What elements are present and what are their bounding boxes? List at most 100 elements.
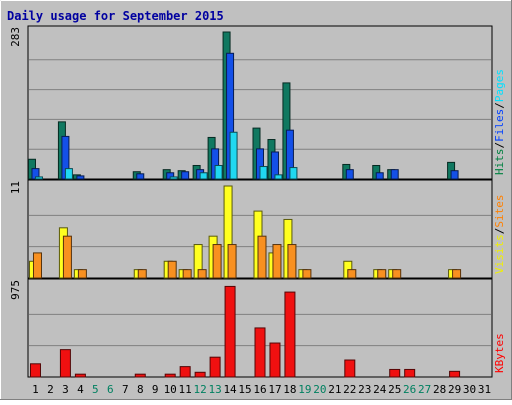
x-tick-label-18: 18 xyxy=(283,383,296,396)
side-legend: Hits/Files/Pages xyxy=(493,69,506,175)
x-tick-label-26: 26 xyxy=(403,383,416,396)
x-tick-label-3: 3 xyxy=(62,383,69,396)
bar-sites-day-13 xyxy=(212,244,222,279)
side-legend: Visits/Sites xyxy=(493,195,506,275)
bar-sites-day-8 xyxy=(137,269,147,279)
bar-kbytes-day-8 xyxy=(134,373,146,378)
y-max-label: 11 xyxy=(9,181,22,194)
x-tick-label-17: 17 xyxy=(268,383,281,396)
bar-kbytes-day-16 xyxy=(254,327,266,378)
x-tick-label-25: 25 xyxy=(388,383,401,396)
bar-pages-day-10 xyxy=(169,176,178,180)
bar-kbytes-day-11 xyxy=(179,366,191,378)
y-max-label: 975 xyxy=(9,280,22,300)
x-tick-label-30: 30 xyxy=(463,383,476,396)
bar-sites-day-22 xyxy=(347,269,357,279)
x-tick-label-16: 16 xyxy=(253,383,266,396)
x-tick-label-15: 15 xyxy=(238,383,251,396)
bar-sites-day-16 xyxy=(257,235,267,279)
bar-kbytes-day-17 xyxy=(269,342,281,378)
bar-sites-day-12 xyxy=(197,269,207,279)
bar-sites-day-24 xyxy=(377,269,387,279)
bar-pages-day-1 xyxy=(34,176,43,180)
bar-sites-day-19 xyxy=(302,269,312,279)
bar-kbytes-day-18 xyxy=(284,291,296,378)
legend-separator: / xyxy=(493,142,506,149)
bar-pages-day-17 xyxy=(274,174,283,180)
bar-kbytes-day-22 xyxy=(344,359,356,378)
y-max-label: 283 xyxy=(9,27,22,47)
legend-files: Files xyxy=(493,109,506,142)
bar-files-day-24 xyxy=(375,172,384,180)
x-tick-label-10: 10 xyxy=(164,383,177,396)
bar-files-day-8 xyxy=(136,173,145,180)
panel-3: 975 KBytes xyxy=(9,278,506,378)
legend-kbytes: KBytes xyxy=(493,333,506,373)
bar-pages-day-3 xyxy=(64,168,73,180)
bar-kbytes-day-14 xyxy=(224,285,236,378)
x-tick-label-27: 27 xyxy=(418,383,431,396)
x-tick-label-11: 11 xyxy=(179,383,192,396)
bar-pages-day-12 xyxy=(199,172,208,180)
bar-kbytes-day-13 xyxy=(209,356,221,378)
x-tick-label-23: 23 xyxy=(358,383,371,396)
x-tick-label-12: 12 xyxy=(194,383,207,396)
bar-pages-day-16 xyxy=(259,166,268,180)
legend-separator: / xyxy=(493,102,506,109)
panel-2: 11 Visits/Sites xyxy=(9,179,506,279)
bar-pages-day-13 xyxy=(214,164,223,180)
x-tick-label-2: 2 xyxy=(47,383,54,396)
bar-sites-day-11 xyxy=(182,269,192,279)
x-tick-label-8: 8 xyxy=(137,383,144,396)
x-tick-label-19: 19 xyxy=(298,383,311,396)
bar-files-day-4 xyxy=(76,175,85,180)
x-tick-label-22: 22 xyxy=(343,383,356,396)
x-tick-label-5: 5 xyxy=(92,383,99,396)
bar-kbytes-day-10 xyxy=(164,373,176,378)
bar-sites-day-17 xyxy=(272,244,282,279)
bar-pages-day-14 xyxy=(229,131,238,180)
x-tick-label-9: 9 xyxy=(152,383,159,396)
bar-sites-day-10 xyxy=(167,260,177,279)
legend-pages: Pages xyxy=(493,69,506,102)
bar-sites-day-29 xyxy=(452,269,462,279)
x-tick-label-21: 21 xyxy=(328,383,341,396)
bar-sites-day-25 xyxy=(392,269,402,279)
bar-kbytes-day-12 xyxy=(194,371,206,378)
x-tick-label-29: 29 xyxy=(448,383,461,396)
bar-sites-day-4 xyxy=(77,269,87,279)
bar-files-day-25 xyxy=(390,169,399,180)
x-tick-label-13: 13 xyxy=(208,383,221,396)
bar-kbytes-day-29 xyxy=(449,370,461,378)
bar-kbytes-day-3 xyxy=(59,349,71,378)
bar-pages-day-18 xyxy=(289,167,298,180)
bar-sites-day-1 xyxy=(32,252,42,279)
legend-separator: / xyxy=(493,228,506,235)
bar-files-day-29 xyxy=(450,170,459,180)
side-legend: KBytes xyxy=(493,333,506,373)
bar-sites-day-18 xyxy=(287,244,297,279)
x-tick-label-14: 14 xyxy=(223,383,237,396)
x-tick-label-1: 1 xyxy=(32,383,39,396)
legend-visits: Visits xyxy=(493,234,506,274)
bar-sites-day-3 xyxy=(62,235,72,279)
x-tick-label-7: 7 xyxy=(122,383,129,396)
x-tick-label-28: 28 xyxy=(433,383,446,396)
bar-kbytes-day-1 xyxy=(29,363,41,378)
x-tick-label-24: 24 xyxy=(373,383,387,396)
bar-files-day-22 xyxy=(345,169,354,180)
bar-kbytes-day-4 xyxy=(74,373,86,378)
bar-files-day-11 xyxy=(181,171,190,180)
bar-sites-day-14 xyxy=(227,244,237,279)
x-tick-label-20: 20 xyxy=(313,383,326,396)
legend-sites: Sites xyxy=(493,195,506,228)
x-tick-label-4: 4 xyxy=(77,383,84,396)
legend-hits: Hits xyxy=(493,149,506,176)
x-tick-label-6: 6 xyxy=(107,383,114,396)
x-tick-label-31: 31 xyxy=(478,383,491,396)
bar-kbytes-day-25 xyxy=(389,368,401,378)
chart-title: Daily usage for September 2015 xyxy=(7,9,224,23)
bar-kbytes-day-26 xyxy=(404,368,416,378)
